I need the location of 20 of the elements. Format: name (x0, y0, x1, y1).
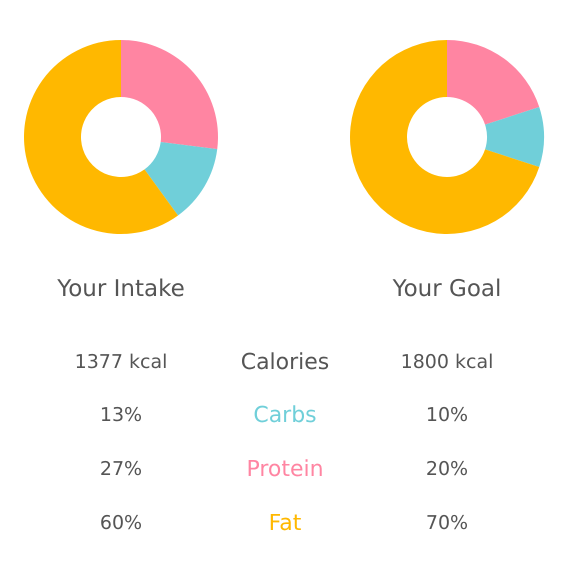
text: Fat (268, 511, 302, 536)
donut-slice (121, 40, 218, 150)
text: 60% (100, 512, 142, 534)
text: 27% (100, 458, 142, 480)
donut-slice (144, 142, 218, 216)
text: 13% (100, 404, 142, 426)
donut-slice (350, 40, 540, 234)
text: 1800 kcal (400, 351, 494, 373)
text: Calories (240, 350, 330, 375)
text: Protein (246, 457, 324, 482)
text: 1377 kcal (74, 351, 168, 373)
donut-slice (485, 107, 544, 167)
text: 70% (426, 512, 468, 534)
donut-slice (447, 40, 540, 125)
text: 20% (426, 458, 468, 480)
text: 10% (426, 404, 468, 426)
text: Carbs (253, 403, 317, 428)
text: Your Goal (392, 276, 502, 302)
text: Your Intake (56, 276, 185, 302)
donut-slice (24, 40, 178, 234)
